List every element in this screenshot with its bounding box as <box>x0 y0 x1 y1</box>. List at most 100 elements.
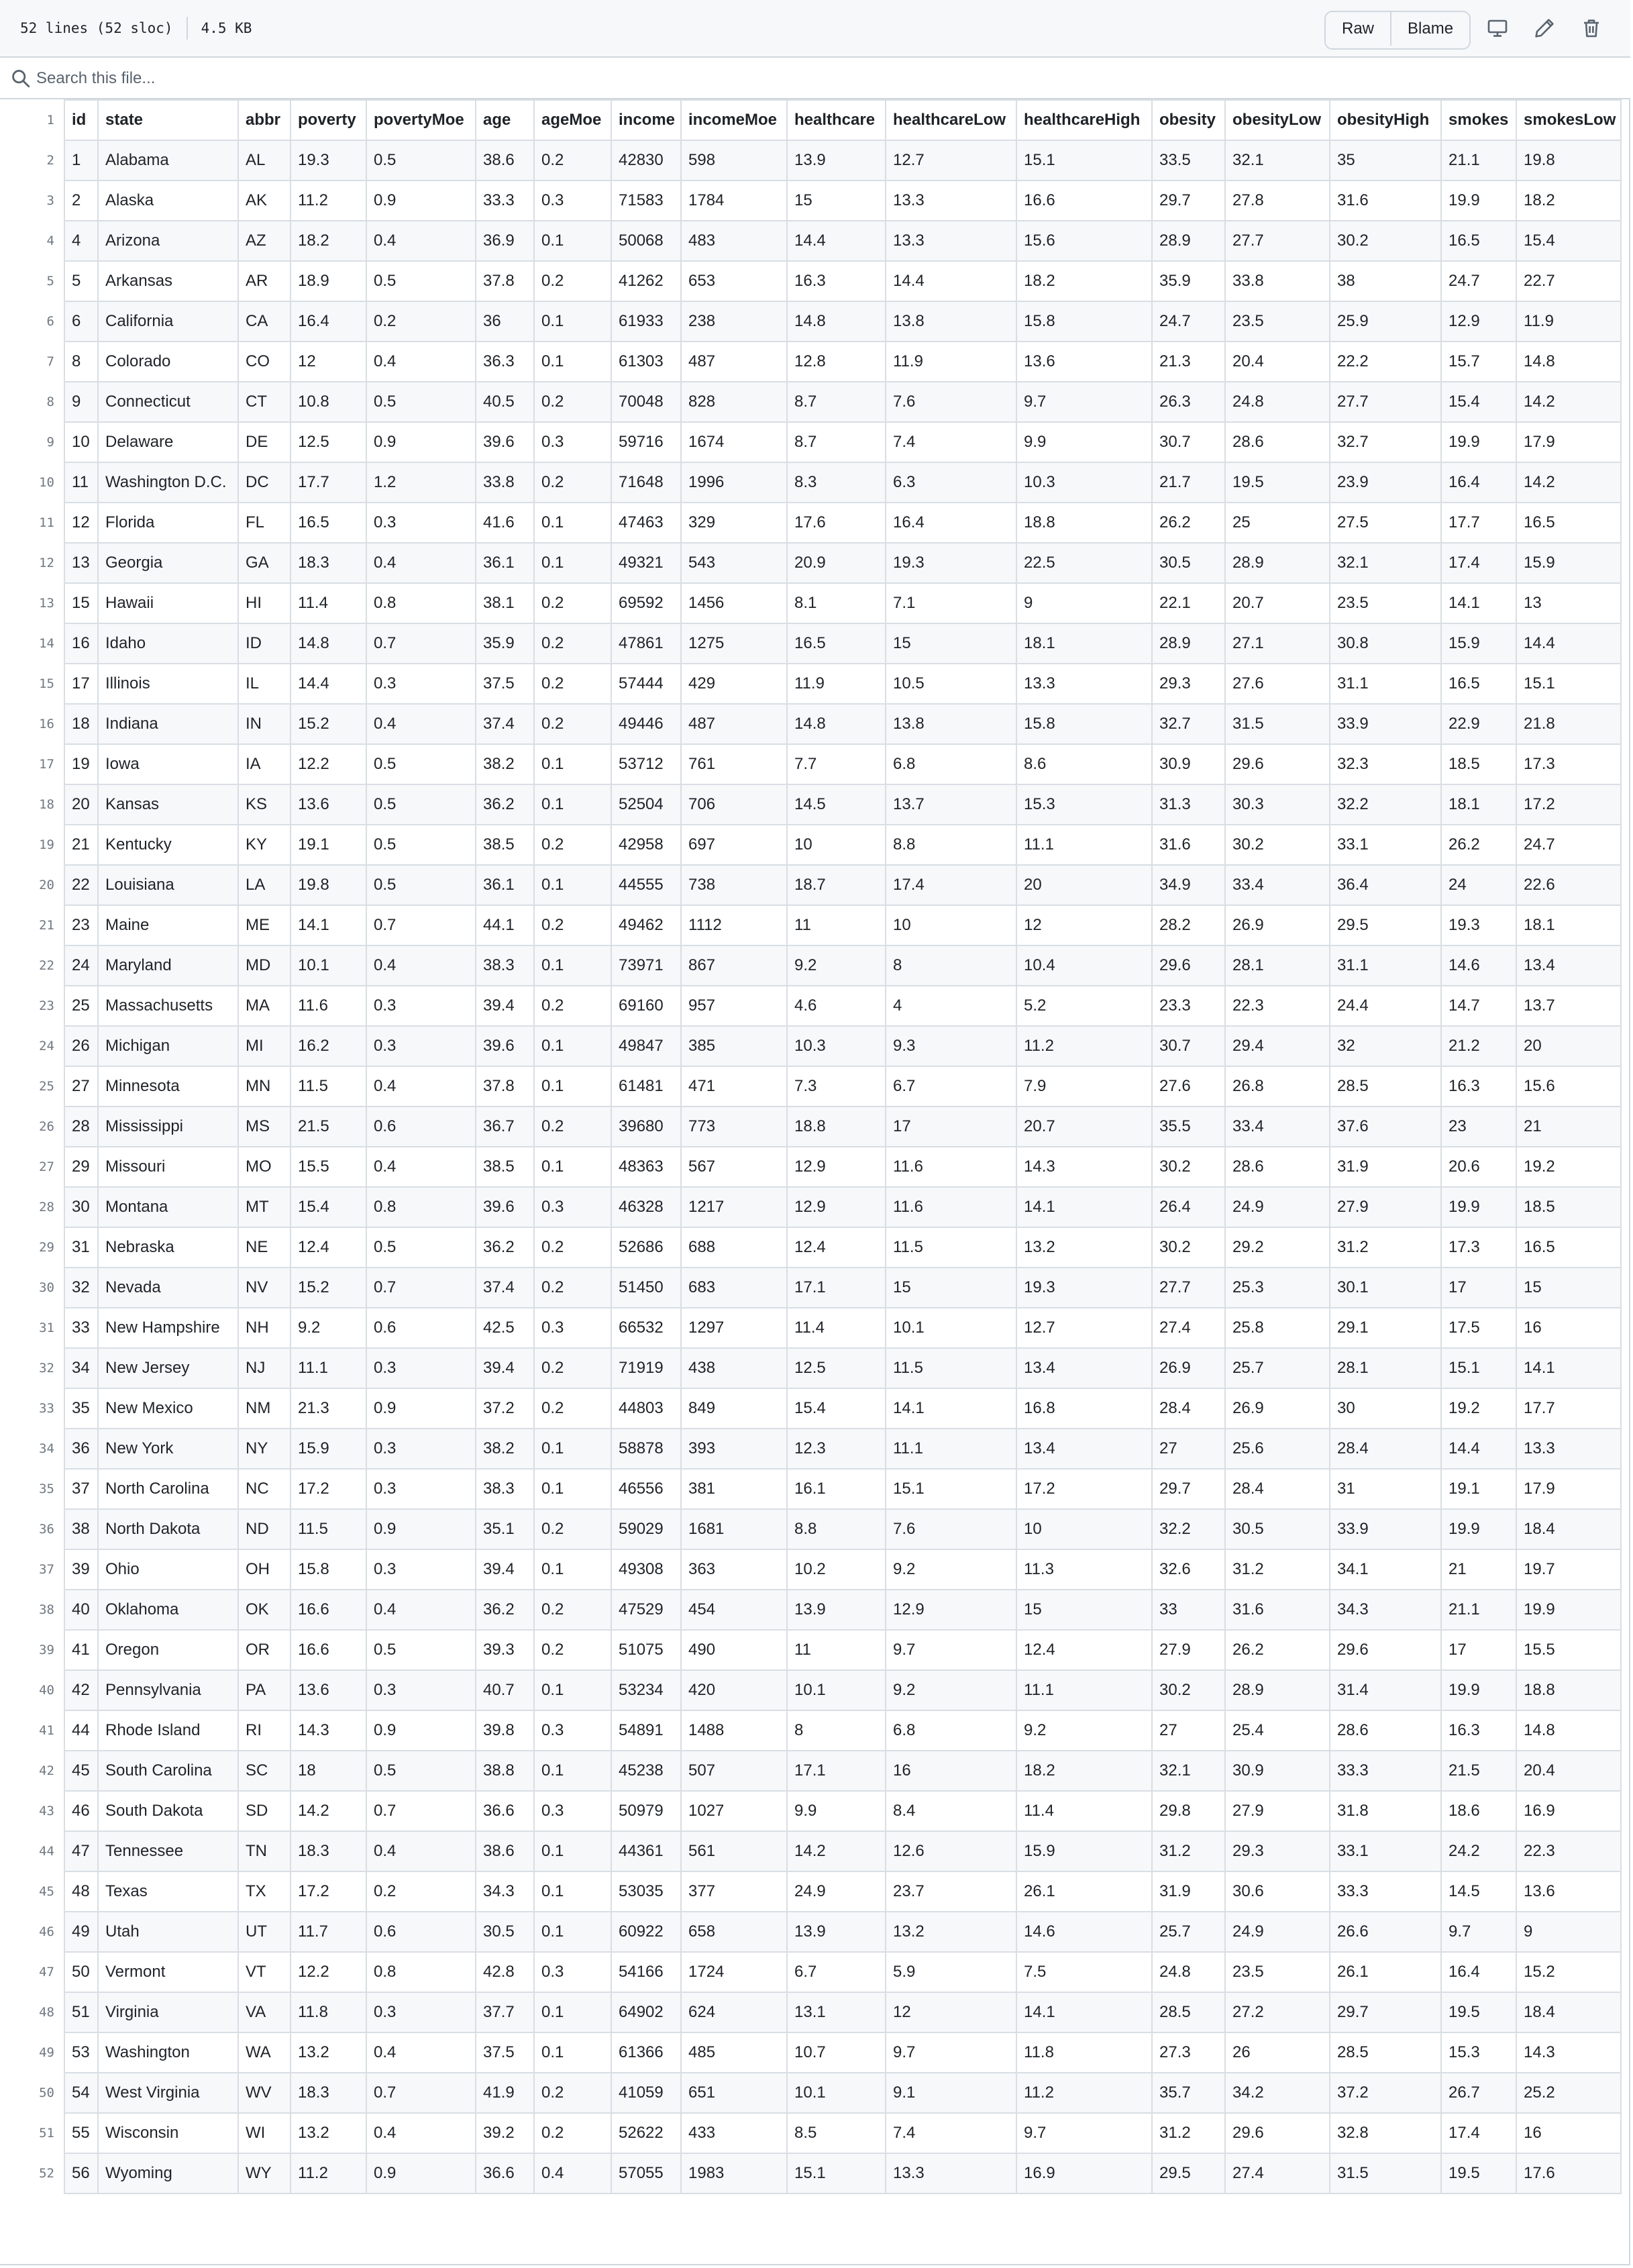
line-number[interactable]: 33 <box>0 1388 65 1429</box>
table-cell: 17.1 <box>786 1750 886 1792</box>
line-number[interactable]: 36 <box>0 1509 65 1549</box>
line-number[interactable]: 26 <box>0 1106 65 1147</box>
table-cell: 21 <box>64 824 99 866</box>
line-number[interactable]: 44 <box>0 1831 65 1871</box>
table-cell: 8.8 <box>885 824 1017 866</box>
line-number[interactable]: 27 <box>0 1147 65 1187</box>
line-number[interactable]: 5 <box>0 261 65 301</box>
table-cell: 1217 <box>680 1186 788 1228</box>
line-number[interactable]: 40 <box>0 1670 65 1710</box>
table-cell: 0.8 <box>366 1951 476 1993</box>
line-number[interactable]: 50 <box>0 2073 65 2113</box>
table-cell: 761 <box>680 743 788 785</box>
line-number[interactable]: 8 <box>0 382 65 422</box>
line-number[interactable]: 20 <box>0 865 65 905</box>
line-number[interactable]: 37 <box>0 1549 65 1590</box>
column-header: healthcareHigh <box>1016 99 1153 141</box>
line-number[interactable]: 39 <box>0 1630 65 1670</box>
table-cell: 10.8 <box>290 381 367 423</box>
line-number[interactable]: 46 <box>0 1912 65 1952</box>
search-input[interactable] <box>35 63 843 94</box>
table-cell: 32.7 <box>1329 421 1442 463</box>
line-number[interactable]: 43 <box>0 1791 65 1831</box>
line-number[interactable]: 22 <box>0 945 65 986</box>
line-number[interactable]: 14 <box>0 623 65 664</box>
table-cell: 73971 <box>611 945 682 986</box>
line-number[interactable]: 9 <box>0 422 65 462</box>
line-number[interactable]: 1 <box>0 100 65 140</box>
line-number[interactable]: 31 <box>0 1308 65 1348</box>
line-number[interactable]: 42 <box>0 1751 65 1791</box>
table-cell: 393 <box>680 1428 788 1470</box>
table-cell: 25 <box>64 985 99 1027</box>
table-cell: AR <box>238 260 291 302</box>
table-cell: 0.2 <box>533 381 612 423</box>
line-number[interactable]: 10 <box>0 462 65 503</box>
pencil-icon[interactable] <box>1530 13 1559 43</box>
line-number[interactable]: 25 <box>0 1066 65 1106</box>
line-number[interactable]: 12 <box>0 543 65 583</box>
table-cell: 14.1 <box>1516 1347 1622 1389</box>
table-cell: 9.3 <box>885 1025 1017 1067</box>
line-number[interactable]: 17 <box>0 744 65 784</box>
line-number[interactable]: 18 <box>0 784 65 825</box>
line-number[interactable]: 15 <box>0 664 65 704</box>
line-number[interactable]: 3 <box>0 181 65 221</box>
table-cell: Wisconsin <box>97 2112 239 2154</box>
line-number[interactable]: 16 <box>0 704 65 744</box>
table-cell: 32.1 <box>1151 1750 1226 1792</box>
column-header: obesityLow <box>1224 99 1330 141</box>
line-number[interactable]: 11 <box>0 503 65 543</box>
table-cell: 32 <box>1329 1025 1442 1067</box>
line-number[interactable]: 19 <box>0 825 65 865</box>
blame-button[interactable]: Blame <box>1390 12 1470 46</box>
line-number[interactable]: 52 <box>0 2153 65 2194</box>
search-icon <box>12 70 30 88</box>
line-number[interactable]: 21 <box>0 905 65 945</box>
table-cell: 44 <box>64 1710 99 1751</box>
line-number[interactable]: 38 <box>0 1590 65 1630</box>
line-number[interactable]: 7 <box>0 342 65 382</box>
trash-icon[interactable] <box>1577 13 1606 43</box>
table-cell: 13.6 <box>1016 341 1153 382</box>
line-number[interactable]: 30 <box>0 1268 65 1308</box>
table-cell: 15.4 <box>786 1388 886 1429</box>
line-number[interactable]: 49 <box>0 2032 65 2073</box>
table-row: 31 33 New Hampshire NH 9.2 0.6 42.5 0.3 66532 129… <box>0 1307 1622 1349</box>
line-number[interactable]: 45 <box>0 1871 65 1912</box>
table-cell: 28.5 <box>1151 1992 1226 2033</box>
table-cell: 52686 <box>611 1227 682 1268</box>
line-number[interactable]: 48 <box>0 1992 65 2032</box>
line-number[interactable]: 32 <box>0 1348 65 1388</box>
table-cell: 22 <box>64 864 99 906</box>
line-number[interactable]: 6 <box>0 301 65 342</box>
table-cell: New York <box>97 1428 239 1470</box>
line-number[interactable]: 29 <box>0 1227 65 1268</box>
table-cell: Ohio <box>97 1549 239 1590</box>
desktop-icon[interactable] <box>1483 13 1512 43</box>
table-cell: 37.4 <box>475 1267 535 1308</box>
table-cell: 19.9 <box>1440 1669 1517 1711</box>
table-cell: 41262 <box>611 260 682 302</box>
table-cell: 21.5 <box>1440 1750 1517 1792</box>
table-cell: 20.6 <box>1440 1146 1517 1188</box>
line-number[interactable]: 2 <box>0 140 65 181</box>
table-cell: 13.2 <box>885 1911 1017 1953</box>
line-number[interactable]: 35 <box>0 1469 65 1509</box>
line-number[interactable]: 4 <box>0 221 65 261</box>
line-number[interactable]: 34 <box>0 1429 65 1469</box>
table-cell: 39.6 <box>475 1186 535 1228</box>
line-number[interactable]: 47 <box>0 1952 65 1992</box>
table-cell: 0.1 <box>533 864 612 906</box>
raw-button[interactable]: Raw <box>1326 12 1391 46</box>
table-cell: 0.3 <box>366 1669 476 1711</box>
line-number[interactable]: 24 <box>0 1026 65 1066</box>
table-cell: 420 <box>680 1669 788 1711</box>
line-number[interactable]: 13 <box>0 583 65 623</box>
line-number[interactable]: 51 <box>0 2113 65 2153</box>
line-number[interactable]: 41 <box>0 1710 65 1751</box>
table-row: 37 39 Ohio OH 15.8 0.3 39.4 0.1 49308 363 10.2 9.2 1… <box>0 1549 1622 1590</box>
line-number[interactable]: 28 <box>0 1187 65 1227</box>
table-cell: 25 <box>1224 502 1330 544</box>
line-number[interactable]: 23 <box>0 986 65 1026</box>
